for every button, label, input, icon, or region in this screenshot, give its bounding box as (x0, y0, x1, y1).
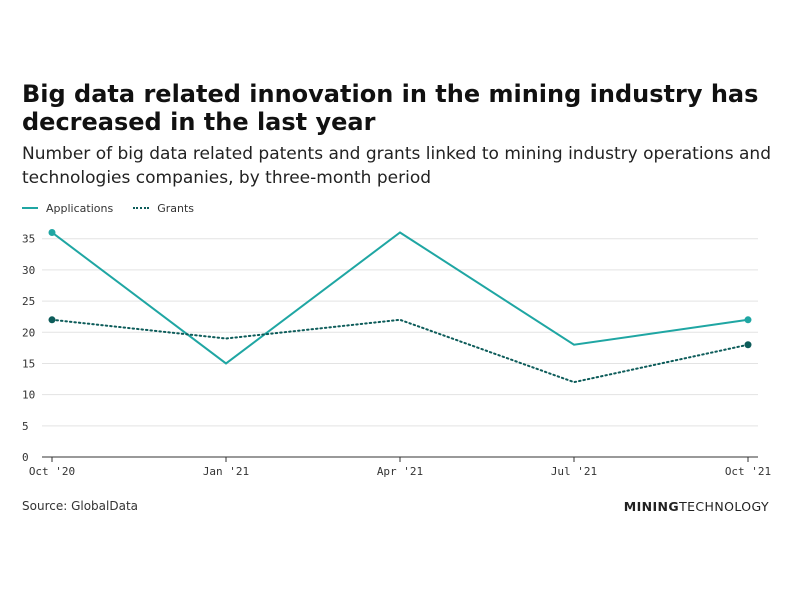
legend-label-grants: Grants (157, 201, 195, 215)
chart-title: Big data related innovation in the minin… (22, 80, 759, 136)
x-tick-label: Jan '21 (203, 465, 249, 478)
y-tick-label: 5 (22, 420, 29, 433)
series-point-grants (48, 316, 56, 324)
y-tick-label: 30 (22, 264, 35, 277)
chart-subtitle: Number of big data related patents and g… (22, 144, 771, 188)
legend-label-applications: Applications (46, 201, 114, 215)
series-line-applications (51, 231, 749, 365)
x-tick-label: Apr '21 (377, 465, 423, 478)
y-tick-label: 10 (22, 389, 35, 402)
line-chart: 0 5 10 15 20 25 30 35 Oct '20 Jan '21 Apr '21 Jul '… (22, 228, 771, 478)
series-point-applications (48, 228, 56, 236)
brand-logo: MININGTECHNOLOGY (624, 499, 769, 514)
y-tick-label: 20 (22, 326, 35, 339)
series-point-applications (744, 316, 752, 324)
series-line-grants (51, 318, 749, 384)
brand-logo-light: TECHNOLOGY (679, 499, 769, 514)
y-tick-label: 0 (22, 451, 29, 464)
x-tick-label: Oct '20 (29, 465, 75, 478)
x-tick-label: Oct '21 (725, 465, 771, 478)
legend-item-applications: Applications (22, 202, 113, 215)
y-tick-label: 25 (22, 295, 35, 308)
legend-swatch-grants (133, 207, 150, 209)
source-note: Source: GlobalData (22, 499, 139, 513)
y-tick-label: 35 (22, 233, 35, 246)
chart-legend: Applications Grants (22, 200, 214, 216)
legend-swatch-applications (22, 207, 38, 209)
legend-item-grants: Grants (133, 202, 194, 215)
y-tick-label: 15 (22, 357, 35, 370)
series-point-grants (744, 341, 752, 349)
brand-logo-bold: MINING (623, 499, 680, 514)
x-tick-label: Jul '21 (551, 465, 597, 478)
